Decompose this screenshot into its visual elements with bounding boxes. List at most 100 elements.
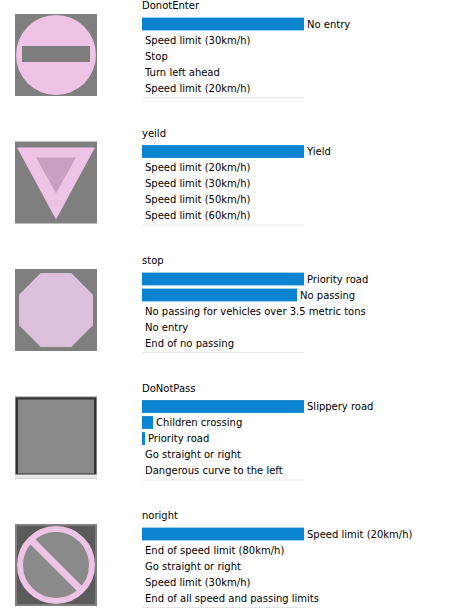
sign-shape [17, 148, 95, 220]
bar [142, 416, 153, 429]
sign-detail [15, 475, 97, 479]
image-background [15, 524, 97, 606]
sign-shape [17, 399, 95, 475]
sign-image [15, 142, 97, 224]
category-label: Stop [145, 51, 168, 62]
x-axis [143, 480, 305, 481]
bar [142, 209, 143, 222]
x-axis [143, 97, 305, 98]
bar [142, 18, 304, 31]
bar [142, 289, 297, 302]
category-label: No entry [307, 19, 350, 30]
sign-shape [20, 529, 92, 601]
category-label: Speed limit (60km/h) [145, 210, 251, 221]
bars [142, 145, 304, 158]
bar [142, 400, 304, 413]
sign-detail [22, 46, 90, 62]
image [15, 269, 97, 351]
image [15, 14, 97, 96]
bar [142, 528, 304, 541]
category-label: Yield [306, 146, 331, 157]
bar [142, 592, 143, 605]
category-label: Dangerous curve to the left [145, 465, 283, 476]
category-label: Slippery road [307, 401, 373, 412]
category-label: Speed limit (30km/h) [145, 178, 251, 189]
bar [142, 576, 143, 589]
image [15, 142, 97, 224]
bar [142, 305, 143, 318]
sign-image [15, 397, 97, 479]
category-label: Speed limit (20km/h) [307, 529, 413, 540]
panel: stop Priority road No passing No passing fo… [15, 255, 368, 353]
chart-title: yeild [142, 128, 166, 139]
x-axis [143, 607, 305, 608]
bar [142, 448, 143, 461]
chart-title: DoNotPass [142, 383, 195, 394]
bar [142, 273, 304, 286]
bars [142, 400, 304, 445]
category-label: Speed limit (50km/h) [145, 194, 251, 205]
sign-detail [31, 540, 81, 590]
figure: DonotEnter No entry Speed limit (30km/h) St… [0, 0, 457, 614]
category-label: End of speed limit (80km/h) [145, 545, 284, 556]
category-label: Speed limit (30km/h) [145, 577, 251, 588]
bar [142, 321, 143, 334]
sign-shape [19, 273, 93, 347]
bar [142, 145, 304, 158]
chart-title: DonotEnter [142, 0, 200, 11]
sign-image [15, 524, 97, 606]
bars [142, 273, 304, 302]
bar [142, 66, 143, 79]
category-label: Go straight or right [145, 561, 241, 572]
image-background [15, 397, 97, 479]
category-label: Priority road [307, 274, 368, 285]
bar [142, 50, 143, 63]
bar [142, 193, 143, 206]
axis-line [143, 97, 305, 98]
category-label: End of no passing [145, 338, 234, 349]
sign-shape [16, 15, 96, 95]
bar [142, 34, 143, 47]
category-label: No entry [145, 322, 188, 333]
category-label: End of all speed and passing limits [145, 593, 319, 604]
bar [142, 432, 145, 445]
chart-title: noright [142, 510, 178, 521]
category-label: Speed limit (20km/h) [145, 162, 251, 173]
category-label: Turn left ahead [144, 67, 220, 78]
x-axis [143, 352, 305, 353]
axis-line [143, 607, 305, 608]
bar [142, 464, 143, 477]
bars [142, 528, 304, 541]
category-label: No passing [300, 290, 355, 301]
axis-line [143, 480, 305, 481]
category-label: Speed limit (20km/h) [145, 83, 251, 94]
panel: DonotEnter No entry Speed limit (30km/h) St… [15, 0, 350, 98]
bar [142, 544, 143, 557]
axis-line [143, 352, 305, 353]
bar [142, 161, 143, 174]
sign-image [15, 269, 97, 351]
image [15, 397, 97, 479]
bar [142, 177, 143, 190]
category-label: Children crossing [156, 417, 242, 428]
image-background [15, 269, 97, 351]
image-background [15, 14, 97, 96]
panel: yeild Yield Speed limit (20km/h) Speed limi… [15, 128, 331, 226]
bar [142, 82, 143, 95]
category-label: Speed limit (30km/h) [145, 35, 251, 46]
image-background [15, 142, 97, 224]
sign-image [15, 14, 97, 96]
image [15, 524, 97, 606]
bar [142, 337, 143, 350]
chart-title: stop [142, 255, 164, 266]
sign-detail [36, 158, 76, 194]
category-label: Priority road [148, 433, 209, 444]
sign-frame [17, 526, 95, 604]
axis-line [143, 225, 305, 226]
category-label: No passing for vehicles over 3.5 metric … [145, 306, 366, 317]
panel: DoNotPass Slippery road Children crossing P… [15, 383, 373, 481]
panel: noright Speed limit (20km/h) End of speed … [15, 510, 413, 608]
bars [142, 18, 304, 31]
category-label: Go straight or right [145, 449, 241, 460]
x-axis [143, 225, 305, 226]
